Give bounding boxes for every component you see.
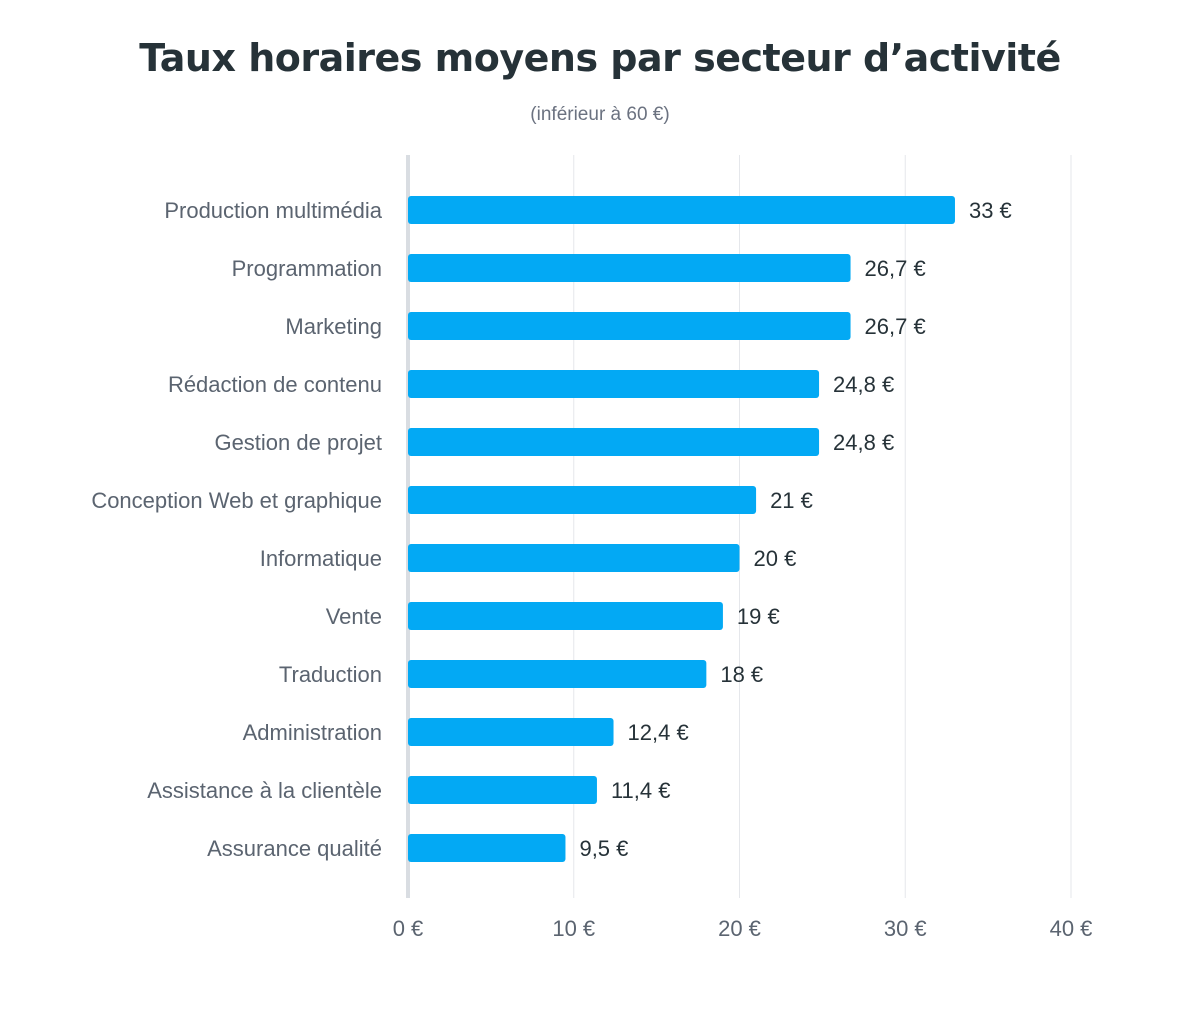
value-label: 11,4 € <box>611 778 671 803</box>
bar <box>408 834 566 862</box>
x-tick-label: 30 € <box>884 916 927 941</box>
bars <box>408 196 955 862</box>
x-tick-label: 40 € <box>1050 916 1093 941</box>
category-labels: Production multimédia Programmation Market… <box>91 198 382 861</box>
x-tick-label: 20 € <box>718 916 761 941</box>
x-tick-labels: 0 € 10 € 20 € 30 € 40 € <box>393 916 1093 941</box>
value-label: 9,5 € <box>579 836 628 861</box>
value-label: 26,7 € <box>865 314 926 339</box>
value-label: 24,8 € <box>833 372 894 397</box>
category-label: Assurance qualité <box>207 836 382 861</box>
value-label: 26,7 € <box>865 256 926 281</box>
category-label: Informatique <box>260 546 382 571</box>
category-label: Conception Web et graphique <box>91 488 382 513</box>
bar <box>408 254 851 282</box>
category-label: Administration <box>243 720 382 745</box>
value-label: 20 € <box>754 546 797 571</box>
bar <box>408 660 707 688</box>
x-tick-label: 10 € <box>552 916 595 941</box>
value-label: 18 € <box>720 662 763 687</box>
bar <box>408 370 820 398</box>
category-label: Gestion de projet <box>214 430 382 455</box>
bar <box>408 428 820 456</box>
bar <box>408 486 757 514</box>
category-label: Production multimédia <box>164 198 382 223</box>
bar <box>408 312 851 340</box>
value-labels: 33 € 26,7 € 26,7 € 24,8 € 24,8 € 21 € 20 € 19 €… <box>579 198 1011 861</box>
category-label: Rédaction de contenu <box>168 372 382 397</box>
category-label: Assistance à la clientèle <box>147 778 382 803</box>
bar <box>408 196 955 224</box>
category-label: Vente <box>326 604 382 629</box>
value-label: 12,4 € <box>628 720 689 745</box>
bar <box>408 718 614 746</box>
axis-baseline <box>406 155 410 898</box>
value-label: 21 € <box>770 488 813 513</box>
value-label: 19 € <box>737 604 780 629</box>
y-axis <box>406 155 410 898</box>
value-label: 24,8 € <box>833 430 894 455</box>
bar <box>408 602 723 630</box>
bar <box>408 544 740 572</box>
category-label: Programmation <box>232 256 382 281</box>
category-label: Marketing <box>285 314 382 339</box>
bar <box>408 776 597 804</box>
x-tick-label: 0 € <box>393 916 424 941</box>
chart-title: Taux horaires moyens par secteur d’activ… <box>139 36 1061 80</box>
value-label: 33 € <box>969 198 1012 223</box>
category-label: Traduction <box>279 662 382 687</box>
chart-subtitle: (inférieur à 60 €) <box>530 104 670 125</box>
